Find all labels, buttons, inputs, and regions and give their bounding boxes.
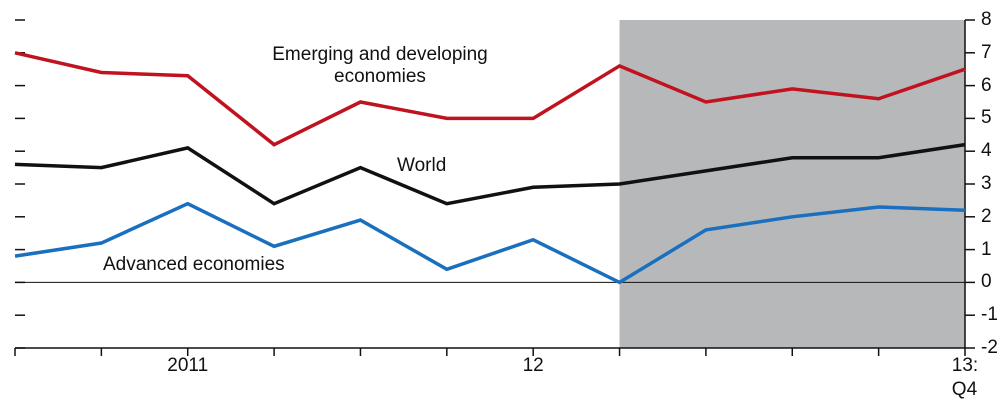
x-tick-label: 12 — [522, 355, 544, 376]
x-tick-label: 2011 — [167, 355, 209, 376]
y-tick-label: -1 — [981, 304, 998, 326]
y-tick-label: 0 — [981, 271, 992, 293]
y-tick-label: 8 — [981, 9, 992, 30]
x-tick-label: 13: Q4 — [951, 355, 979, 400]
y-tick-label: 6 — [981, 74, 992, 96]
series-label: Emerging and developing economies — [272, 44, 488, 87]
y-tick-label: 1 — [981, 238, 992, 260]
series-line — [14, 142, 966, 206]
series-label: World — [397, 155, 447, 176]
y-tick-label: 5 — [981, 107, 992, 129]
y-tick-label: 3 — [981, 173, 992, 194]
projection-shade — [619, 20, 965, 348]
y-tick-label: 7 — [981, 41, 992, 63]
series-label: Advanced economies — [103, 254, 285, 275]
y-tick-label: 4 — [981, 140, 992, 162]
y-tick-label: 2 — [981, 205, 992, 227]
y-tick-label: -2 — [981, 337, 998, 358]
series-line — [14, 51, 966, 147]
series-line — [14, 201, 966, 285]
